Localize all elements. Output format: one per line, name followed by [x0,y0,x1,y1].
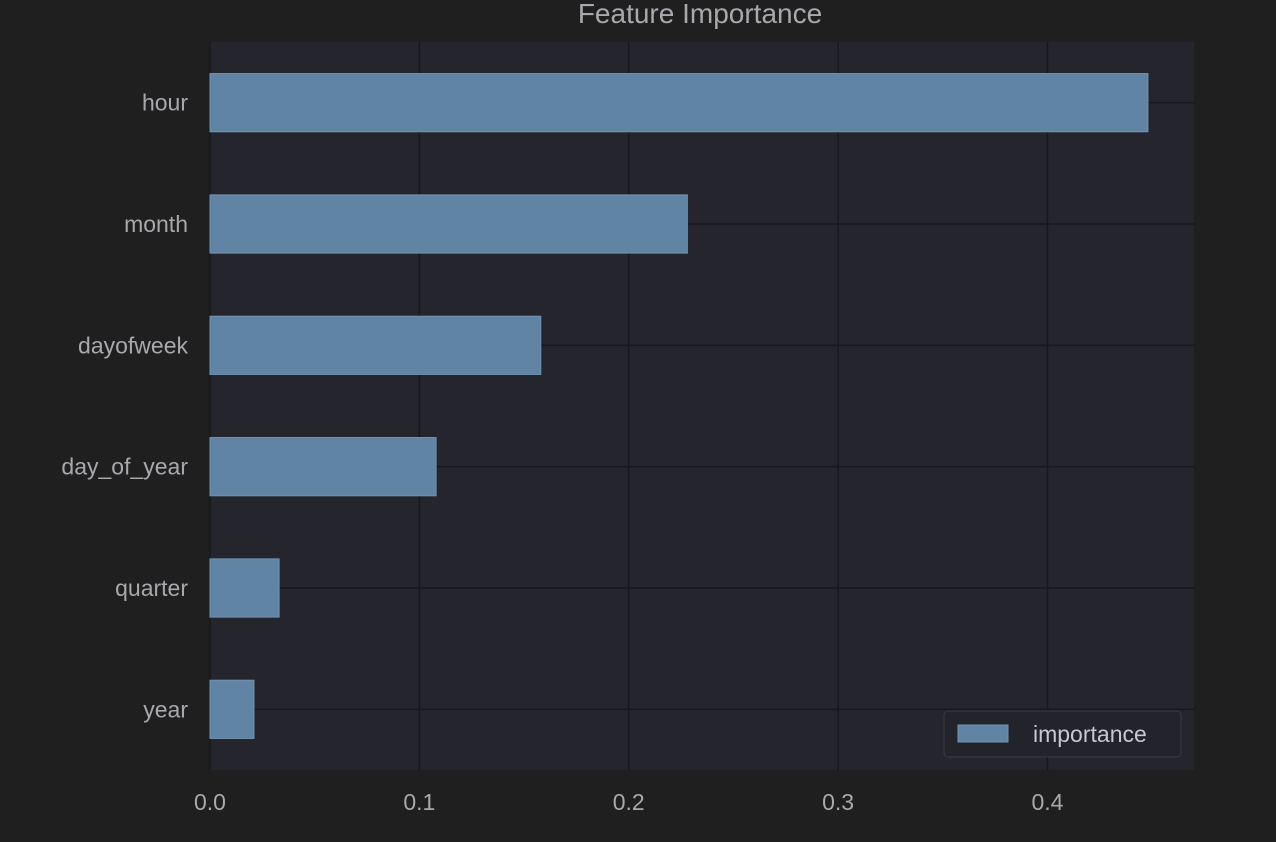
x-tick-label: 0.2 [613,789,645,815]
bar-year [210,680,254,738]
bar-dayofweek [210,316,541,374]
y-tick-label: dayofweek [78,332,188,358]
bar-month [210,195,687,253]
x-tick-label: 0.3 [822,789,854,815]
bar-day-of-year [210,438,436,496]
y-tick-label: day_of_year [61,454,188,480]
legend-label: importance [1033,721,1147,747]
y-tick-label: hour [142,90,188,116]
x-tick-labels: 0.0 0.1 0.2 0.3 0.4 [194,789,1064,815]
x-tick-label: 0.4 [1031,789,1063,815]
y-tick-label: month [124,211,188,237]
x-tick-label: 0.0 [194,789,226,815]
x-tick-label: 0.1 [403,789,435,815]
bar-hour [210,74,1148,132]
bar-quarter [210,559,279,617]
y-tick-label: year [143,696,188,722]
chart-title: Feature Importance [578,0,822,29]
plot-area [210,42,1194,770]
legend-swatch [958,725,1008,742]
legend: importance [944,711,1181,757]
y-tick-label: quarter [115,575,188,601]
